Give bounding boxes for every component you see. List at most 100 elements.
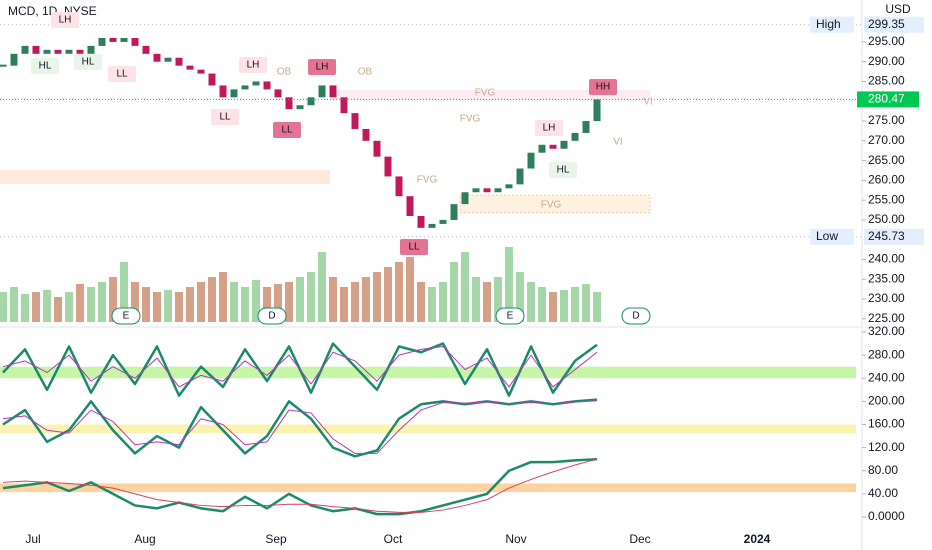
volume-bar [593,292,601,322]
candle [241,85,249,90]
candle [65,49,73,54]
annotation: LH [316,62,329,73]
level-label: Low [816,229,838,243]
volume-bar [538,287,546,322]
volume-bar [461,252,469,322]
annotation-box [111,307,141,325]
volume-bar [307,272,315,322]
level-box [810,228,854,245]
volume-bar [296,277,304,322]
last-box [857,91,919,108]
level-value: 245.73 [868,229,905,243]
annotation: FVG [541,200,562,211]
volume-bar [252,280,260,322]
candle [439,219,447,224]
candle [153,53,161,62]
volume-bar [142,287,150,322]
level-box [864,16,924,33]
level-label: High [816,17,841,31]
candle [428,223,436,228]
volume-bar [241,287,249,322]
volume-bar [582,284,590,322]
candle [571,132,579,141]
volume-bar [0,292,7,322]
volume-bar [483,282,491,322]
candle [582,121,590,133]
y-tick-label: 295.00 [868,34,905,48]
candle [208,73,216,86]
candle [406,196,414,216]
x-tick-label: Dec [629,532,650,546]
last-price: 280.47 [868,92,905,106]
annotation: FVG [417,175,438,186]
y-tick-label: 240.00 [868,252,905,266]
annotation: HL [39,61,52,72]
volume-bar [98,282,106,322]
y-tick-label: 235.00 [868,271,905,285]
level-box [810,16,854,33]
annotation: FVG [460,114,481,125]
annotation-box [400,239,428,255]
candle [461,192,469,205]
candle [384,156,392,177]
candle [252,81,260,86]
volume-bar [109,277,117,322]
volume-bar [384,267,392,322]
candle [263,81,271,90]
volume-bar [516,272,524,322]
volume-bar [494,277,502,322]
volume-bar [417,282,425,322]
volume-bar [560,290,568,322]
annotation-box [108,66,136,82]
annotation-box [273,122,301,138]
candle [54,49,62,54]
volume-bar [54,297,62,322]
annotation: OB [277,67,292,78]
annotation-box [257,307,287,325]
candle [98,37,106,46]
candle [274,89,282,98]
candle [307,97,315,106]
annotation-box [495,307,525,325]
x-tick-label: Jul [25,532,40,546]
candle [340,97,348,114]
y-tick-label: 255.00 [868,192,905,206]
candle [351,113,359,129]
annotation: LL [281,125,293,136]
candle [494,188,502,193]
volume-bar [10,287,18,322]
volume-bar [208,277,216,322]
candle [318,85,326,98]
volume-bar [186,287,194,322]
candle [76,49,84,54]
band [0,424,856,434]
y2-tick-label: 200.00 [868,394,905,408]
volume-bar [131,282,139,322]
oscillator-line [2,400,598,454]
candle [109,37,117,42]
y2-tick-label: 160.00 [868,417,905,431]
x-tick-label: Nov [505,532,526,546]
annotation-box [31,58,59,74]
candle [120,37,128,42]
candle [296,105,304,110]
candle [142,45,150,54]
x-tick-label: Sep [265,532,287,546]
y2-tick-label: 0.0000 [868,509,905,523]
candle [560,140,568,149]
candle [527,152,535,169]
candle [0,64,7,67]
x-tick-label: Aug [134,532,155,546]
y-tick-label: 250.00 [868,212,905,226]
y-tick-label: 260.00 [868,173,905,187]
candle [285,97,293,110]
y-tick-label: 285.00 [868,74,905,88]
y2-tick-label: 280.00 [868,347,905,361]
volume-bar [318,252,326,322]
volume-bar [65,292,73,322]
volume-bar [395,262,403,322]
oscillator-line [2,458,598,513]
level-box [864,228,924,245]
annotation: D [268,311,275,322]
y-tick-label: 270.00 [868,133,905,147]
